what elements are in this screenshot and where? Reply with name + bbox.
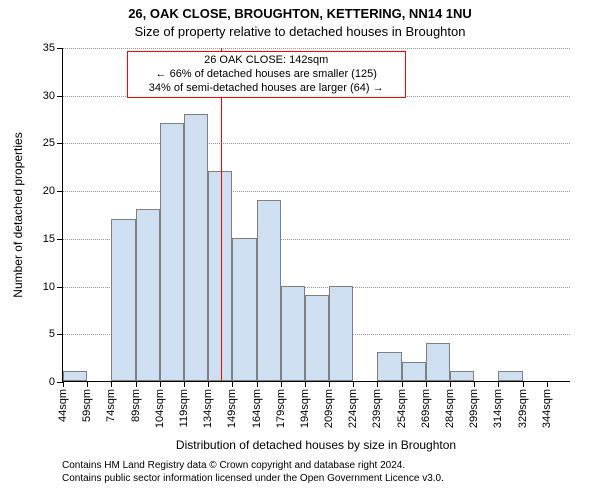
histogram-bar <box>450 371 474 381</box>
grid-line <box>63 191 570 192</box>
annotation-line: 34% of semi-detached houses are larger (… <box>132 82 401 96</box>
y-tick-label: 20 <box>43 185 63 197</box>
x-tick-label: 149sqm <box>226 389 238 428</box>
x-tick-label: 299sqm <box>468 389 480 428</box>
x-tick-label: 269sqm <box>420 389 432 428</box>
x-tick <box>450 381 451 387</box>
histogram-bar <box>426 343 450 381</box>
x-tick <box>63 381 64 387</box>
y-tick-label: 30 <box>43 90 63 102</box>
histogram-bar <box>257 200 281 381</box>
x-tick <box>160 381 161 387</box>
histogram-bar <box>63 371 87 381</box>
y-tick-label: 25 <box>43 137 63 149</box>
x-tick <box>232 381 233 387</box>
y-tick-label: 5 <box>49 328 63 340</box>
y-tick-label: 10 <box>43 281 63 293</box>
histogram-bar <box>498 371 522 381</box>
x-tick-label: 344sqm <box>541 389 553 428</box>
attribution-text: Contains HM Land Registry data © Crown c… <box>62 460 444 485</box>
histogram-bar <box>281 286 305 381</box>
attribution-line-1: Contains HM Land Registry data © Crown c… <box>62 460 444 473</box>
x-tick-label: 59sqm <box>81 389 93 422</box>
x-tick-label: 224sqm <box>347 389 359 428</box>
x-tick-label: 239sqm <box>371 389 383 428</box>
x-tick <box>547 381 548 387</box>
grid-line <box>63 143 570 144</box>
y-axis-label: Number of detached properties <box>11 132 25 297</box>
x-tick <box>281 381 282 387</box>
x-tick <box>136 381 137 387</box>
x-tick-label: 134sqm <box>202 389 214 428</box>
x-tick <box>87 381 88 387</box>
histogram-bar <box>377 352 401 381</box>
histogram-bar <box>232 238 256 381</box>
x-tick <box>257 381 258 387</box>
x-tick-label: 119sqm <box>178 389 190 427</box>
annotation-box: 26 OAK CLOSE: 142sqm← 66% of detached ho… <box>127 51 406 98</box>
x-tick-label: 254sqm <box>396 389 408 428</box>
histogram-bar <box>184 114 208 381</box>
x-tick-label: 164sqm <box>251 389 263 428</box>
x-tick <box>111 381 112 387</box>
x-tick-label: 194sqm <box>299 389 311 428</box>
annotation-line: 26 OAK CLOSE: 142sqm <box>132 54 401 68</box>
x-tick-label: 314sqm <box>492 389 504 428</box>
y-tick-label: 35 <box>43 42 63 54</box>
x-tick-label: 284sqm <box>444 389 456 428</box>
chart-subtitle: Size of property relative to detached ho… <box>0 24 600 40</box>
histogram-bar <box>305 295 329 381</box>
y-tick-label: 15 <box>43 233 63 245</box>
chart-title: 26, OAK CLOSE, BROUGHTON, KETTERING, NN1… <box>0 0 600 22</box>
x-tick <box>208 381 209 387</box>
x-tick <box>523 381 524 387</box>
x-tick-label: 179sqm <box>275 389 287 428</box>
x-tick <box>329 381 330 387</box>
x-tick-label: 104sqm <box>154 389 166 428</box>
x-tick <box>426 381 427 387</box>
x-tick-label: 329sqm <box>517 389 529 428</box>
grid-line <box>63 48 570 49</box>
x-tick <box>353 381 354 387</box>
x-tick-label: 44sqm <box>57 389 69 422</box>
histogram-bar <box>329 286 353 381</box>
plot-area: 0510152025303544sqm59sqm74sqm89sqm104sqm… <box>62 48 570 382</box>
x-tick <box>305 381 306 387</box>
histogram-bar <box>111 219 135 381</box>
attribution-line-2: Contains public sector information licen… <box>62 473 444 486</box>
histogram-bar <box>136 209 160 381</box>
x-tick <box>474 381 475 387</box>
x-tick <box>184 381 185 387</box>
x-tick-label: 209sqm <box>323 389 335 428</box>
x-tick <box>402 381 403 387</box>
x-tick <box>498 381 499 387</box>
x-tick <box>377 381 378 387</box>
histogram-bar <box>160 123 184 381</box>
y-tick-label: 0 <box>49 376 63 388</box>
x-tick-label: 74sqm <box>105 389 117 422</box>
histogram-bar <box>402 362 426 381</box>
title-line-1: 26, OAK CLOSE, BROUGHTON, KETTERING, NN1… <box>0 6 600 22</box>
x-tick-label: 89sqm <box>130 389 142 422</box>
annotation-line: ← 66% of detached houses are smaller (12… <box>132 68 401 82</box>
x-axis-label: Distribution of detached houses by size … <box>176 438 456 452</box>
